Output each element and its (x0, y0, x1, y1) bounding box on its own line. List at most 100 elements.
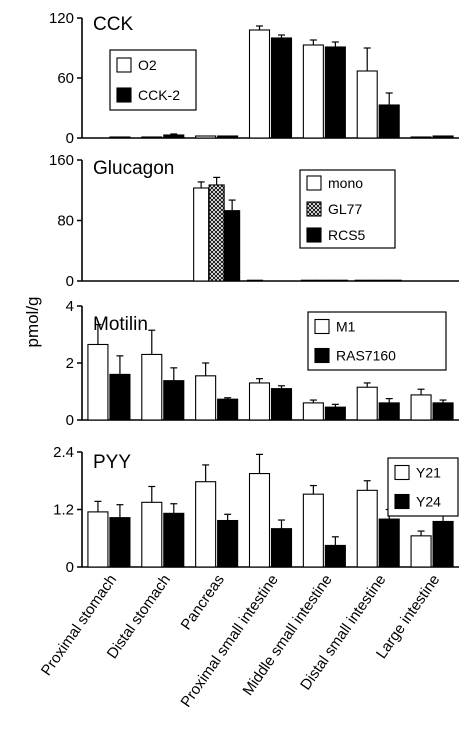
y-tick-label: 0 (66, 412, 74, 429)
bar-y21-0 (87, 511, 109, 568)
panel-pyy: 0 1.2 2.4 PYY Y21 Y24 (53, 444, 459, 576)
bar-y24-6 (432, 520, 454, 568)
bar-cck-2-2 (217, 135, 239, 139)
legend-label: mono (328, 175, 363, 191)
panel-title: PYY (93, 452, 131, 473)
bar-y24-2 (217, 519, 239, 568)
bar-y21-3 (248, 473, 271, 568)
legend-swatch-y21 (394, 464, 410, 481)
category-label: Pancreas (178, 572, 228, 634)
y-tick-label: 60 (57, 70, 74, 87)
bar-m1-3 (248, 382, 271, 421)
y-tick-label: 0 (66, 559, 74, 576)
legend-swatch-cck-2 (116, 87, 132, 103)
legend-swatch-m1 (314, 318, 330, 335)
chart-panels: 0 60 120 CCK O2 CCK-2 0 80 160 Glucagon mono GL77 RC… (49, 10, 459, 576)
bar-mono-4 (300, 279, 317, 282)
bar-ras7160-0 (109, 373, 131, 421)
bar-y24-5 (378, 518, 400, 568)
bar-gl77-5 (370, 279, 387, 282)
bar-m1-4 (302, 402, 324, 421)
panel-glucagon: 0 80 160 Glucagon mono GL77 RCS5 (49, 152, 459, 290)
bar-m1-1 (141, 353, 163, 421)
bar-mono-3 (246, 279, 264, 282)
bar-m1-6 (410, 394, 432, 421)
legend-box (307, 311, 447, 371)
bar-cck-2-0 (109, 136, 131, 139)
bar-mono-5 (354, 279, 371, 282)
bar-y24-0 (109, 517, 131, 568)
y-tick-label: 1.2 (53, 502, 74, 519)
bar-m1-0 (87, 343, 109, 421)
bar-o2-6 (410, 136, 432, 139)
bar-m1-2 (195, 375, 217, 421)
bar-o2-4 (302, 44, 324, 139)
bar-o2-2 (195, 135, 217, 139)
y-tick-label: 120 (49, 10, 74, 27)
panel-motilin: 0 2 4 Motilin M1 RAS7160 (66, 298, 459, 429)
bar-y21-6 (410, 535, 432, 568)
bar-ras7160-1 (163, 380, 185, 421)
legend-label: M1 (336, 319, 356, 335)
bar-ras7160-5 (378, 402, 400, 421)
bar-o2-3 (248, 29, 271, 139)
category-label: Proximal small intestine (177, 572, 281, 711)
bar-cck-2-1 (163, 134, 185, 139)
legend-label: RAS7160 (336, 348, 396, 364)
legend-label: Y21 (416, 465, 441, 481)
y-tick-label: 2 (66, 355, 74, 372)
legend: M1 RAS7160 (307, 311, 447, 371)
bar-y24-3 (270, 528, 293, 568)
legend-swatch-mono (306, 175, 322, 191)
legend: O2 CCK-2 (109, 49, 197, 111)
bar-rcs5-5 (385, 279, 402, 282)
y-tick-label: 0 (66, 130, 74, 147)
bar-ras7160-4 (324, 406, 346, 421)
bar-y24-4 (324, 544, 346, 568)
bar-y21-4 (302, 493, 324, 568)
legend-swatch-rcs5 (306, 227, 322, 243)
y-tick-label: 0 (66, 273, 74, 290)
bar-gl77-4 (316, 279, 333, 282)
bar-cck-2-5 (378, 104, 400, 139)
bar-mono-2 (193, 187, 210, 282)
bar-o2-1 (141, 136, 163, 139)
y-tick-label: 4 (66, 298, 74, 315)
legend-swatch-gl77 (306, 201, 322, 217)
bar-ras7160-6 (432, 402, 454, 421)
panel-cck: 0 60 120 CCK O2 CCK-2 (49, 10, 459, 147)
bar-cck-2-3 (270, 37, 293, 139)
panel-title: Motilin (93, 314, 148, 335)
legend: mono GL77 RCS5 (299, 169, 396, 249)
y-tick-label: 80 (57, 213, 74, 230)
bar-gl77-2 (208, 184, 225, 282)
category-label: Proximal stomach (38, 572, 120, 679)
legend-label: RCS5 (328, 227, 366, 243)
bar-cck-2-4 (324, 46, 346, 139)
bar-ras7160-2 (217, 398, 239, 421)
panel-title: Glucagon (93, 158, 174, 179)
bar-o2-5 (356, 70, 378, 139)
bar-m1-5 (356, 386, 378, 421)
bar-y24-1 (163, 512, 185, 568)
bar-y21-1 (141, 501, 163, 568)
legend-swatch-o2 (116, 57, 132, 73)
legend-label: Y24 (416, 494, 441, 510)
y-tick-label: 2.4 (53, 444, 74, 461)
legend-label: GL77 (328, 201, 362, 217)
bar-rcs5-2 (224, 210, 241, 282)
legend-label: O2 (138, 57, 157, 73)
legend-label: CCK-2 (138, 87, 180, 103)
y-tick-label: 160 (49, 152, 74, 169)
y-axis-label: pmol/g (23, 296, 42, 347)
legend: Y21 Y24 (387, 457, 459, 517)
bar-y21-2 (195, 481, 217, 568)
bar-y21-5 (356, 489, 378, 568)
bar-rcs5-4 (331, 279, 348, 282)
bar-ras7160-3 (270, 388, 293, 421)
legend-swatch-y24 (394, 493, 410, 510)
legend-swatch-ras7160 (314, 347, 330, 364)
bar-cck-2-6 (432, 135, 454, 139)
